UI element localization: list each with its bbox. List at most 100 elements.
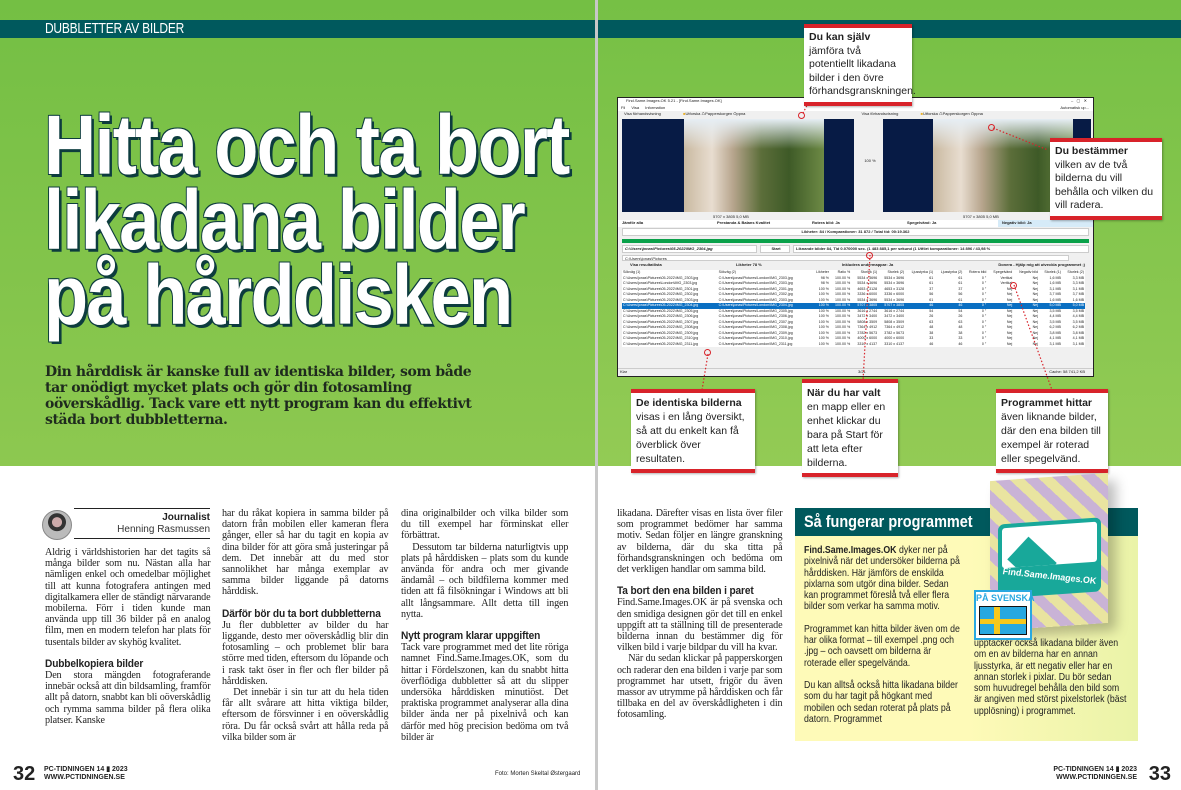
table-cell: 3,5 MB bbox=[1049, 308, 1061, 313]
preview-image bbox=[684, 119, 824, 212]
start-button[interactable]: Start bbox=[760, 245, 790, 253]
title-line: på hårddisken bbox=[44, 248, 513, 342]
column-header[interactable]: Storlek (2) bbox=[1067, 270, 1084, 274]
table-cell: 100.00 % bbox=[835, 297, 851, 302]
explore-button[interactable]: Utforska bbox=[685, 111, 701, 116]
folder-input[interactable]: C:\Users\jonas\Pictures bbox=[622, 255, 1069, 261]
table-cell: 1,6 MB bbox=[1072, 297, 1084, 302]
paragraph: likadana. Därefter visas en lista över f… bbox=[617, 507, 783, 576]
table-cell: 7364 x 4912 bbox=[884, 325, 905, 329]
open-button[interactable]: Öppna bbox=[970, 111, 983, 116]
table-cell: 37 bbox=[958, 286, 963, 291]
paragraph: Tack vare programmet med det lite röriga… bbox=[401, 641, 569, 743]
table-cell: C:\Users\jonas\Pictures\London\IMG_2303.… bbox=[718, 275, 793, 280]
mirror-dropdown[interactable]: Spegelvänd: Ja bbox=[907, 220, 937, 225]
table-cell: 100.00 % bbox=[835, 341, 851, 346]
paragraph: Aldrig i världshistorien har det tagits … bbox=[45, 546, 211, 648]
table-cell: 3,5 MB bbox=[1072, 308, 1084, 313]
table-cell: C:\Users\jonas\Pictures\London\IMG_2302.… bbox=[718, 292, 793, 296]
subheading: Därför bör du ta bort dubbletterna bbox=[222, 607, 381, 620]
column-1: Aldrig i världshistorien har det tagits … bbox=[45, 546, 211, 726]
table-cell: 1,6 MB bbox=[1049, 275, 1061, 280]
progress-bar bbox=[622, 239, 1089, 243]
open-button[interactable]: Öppna bbox=[733, 111, 746, 116]
table-cell: 46 bbox=[905, 303, 935, 309]
column-header[interactable]: Sökväg (1) bbox=[623, 270, 641, 274]
magazine-issue: PC-TIDNINGEN 14 ▮ 2023 WWW.PCTIDNINGEN.SE bbox=[1053, 766, 1137, 781]
swedish-badge: PÅ SVENSKA bbox=[974, 590, 1035, 640]
photo-credit: Foto: Morten Skeltal Østergaard bbox=[495, 771, 581, 777]
column-header[interactable]: Rotera bild bbox=[968, 270, 987, 274]
table-cell: 100.00 % bbox=[835, 325, 851, 329]
table-cell: 48 bbox=[958, 325, 963, 329]
table-cell: 6,2 MB bbox=[1072, 325, 1084, 329]
table-cell: 61 bbox=[958, 275, 963, 280]
table-cell: 100.00 % bbox=[835, 330, 851, 335]
page-number: 33 bbox=[1148, 763, 1171, 785]
table-cell: 37 bbox=[929, 286, 934, 291]
table-cell: C:\Users\jonas\Pictures\London\IMG_2309.… bbox=[718, 330, 793, 335]
table-cell: 0 ° bbox=[981, 314, 987, 318]
auto-update-button[interactable]: Automatisk up... bbox=[1060, 105, 1089, 110]
column-header[interactable]: Likheter bbox=[816, 270, 829, 274]
column-header[interactable]: Spegelvänd bbox=[993, 270, 1013, 274]
column-header[interactable]: Sökväg (2) bbox=[718, 270, 736, 274]
negative-dropdown[interactable]: Negativ bild: Ja bbox=[998, 220, 1093, 227]
preview-left[interactable] bbox=[622, 119, 854, 212]
column-header[interactable]: Storlek (2) bbox=[887, 270, 905, 274]
paragraph: Ju fler dubbletter av bilder du har ligg… bbox=[222, 618, 389, 687]
callout-marker bbox=[866, 252, 873, 259]
preview-toolbars: Visa förhandsvisning ■Utforska ♺Pappersk… bbox=[618, 111, 1093, 118]
table-cell: Nej bbox=[1006, 308, 1013, 313]
subfolders-dropdown[interactable]: Inkludera undermappar: Ja bbox=[841, 262, 894, 267]
table-cell: 100.00 % bbox=[835, 275, 851, 280]
badge-label: PÅ SVENSKA bbox=[976, 593, 1035, 603]
view-options: Visa resultatlista Likheter 78 % Inklude… bbox=[622, 262, 1089, 269]
table-cell: C:\Users\jonas\Pictures\London\IMG_2308.… bbox=[718, 325, 793, 329]
view-results-dropdown[interactable]: Visa resultatlista bbox=[630, 262, 662, 267]
trash-icon: ♺ bbox=[939, 111, 943, 116]
table-cell: 100 % bbox=[818, 297, 829, 302]
column-header[interactable]: Ljusstyrka (2) bbox=[940, 270, 963, 274]
recycle-bin-button[interactable]: Papperskorgen bbox=[942, 111, 970, 116]
table-cell: C:\Users\jonas\Pictures\05-2022\IMG_2305… bbox=[623, 308, 699, 313]
table-cell: 5534 x 3696 bbox=[884, 275, 905, 280]
show-preview-toggle[interactable]: Visa förhandsvisning bbox=[861, 111, 899, 116]
table-cell: 0 ° bbox=[981, 336, 987, 340]
paragraph: Det innebär i sin tur att du hela tiden … bbox=[222, 686, 389, 743]
menu-information[interactable]: Information bbox=[645, 105, 666, 110]
column-header[interactable]: Negativ bild bbox=[1019, 270, 1038, 274]
author-avatar bbox=[42, 510, 72, 540]
table-cell: 3,3 MB bbox=[1072, 281, 1084, 285]
folio: PC-TIDNINGEN 14 ▮ 2023 WWW.PCTIDNINGEN.SE… bbox=[1031, 763, 1171, 787]
path-row: C:\Users\jonas\Pictures\05-2022\IMG_2304… bbox=[622, 245, 1089, 253]
recycle-bin-button[interactable]: Papperskorgen bbox=[705, 111, 733, 116]
column-header[interactable]: Ljusstyrka (1) bbox=[911, 270, 934, 274]
rotate-dropdown[interactable]: Rotera bild: Ja bbox=[812, 220, 840, 225]
table-cell: 3,5 MB bbox=[1049, 319, 1061, 324]
compare-options: Jämför alla Prestanda & Balans Kvalitet … bbox=[618, 220, 1093, 227]
show-preview-toggle[interactable]: Visa förhandsvisning bbox=[624, 111, 661, 116]
table-cell: 4,1 MB bbox=[1049, 336, 1061, 340]
callout-marker bbox=[704, 349, 711, 356]
donate-button[interactable]: Donera - Hjälp mig att utveckla programm… bbox=[998, 262, 1085, 267]
table-cell: Nej bbox=[1032, 281, 1038, 285]
table-row[interactable]: C:\Users\jonas\Pictures\05-2022\IMG_2311… bbox=[622, 342, 1085, 348]
table-row[interactable]: C:\Users\jonas\Pictures\London\IMG_2303.… bbox=[622, 281, 1085, 287]
explore-button[interactable]: Utforska bbox=[923, 111, 938, 116]
table-cell: 98 % bbox=[820, 281, 829, 285]
quality-dropdown[interactable]: Prestanda & Balans Kvalitet bbox=[717, 220, 771, 225]
paragraph: Den stora mängden fotograferande innebär… bbox=[45, 669, 211, 726]
menu-file[interactable]: Fil bbox=[621, 105, 626, 110]
column-header[interactable]: Ratio % bbox=[837, 270, 851, 274]
column-header[interactable]: Storlek (1) bbox=[1044, 270, 1061, 274]
table-cell: 3310 x 4137 bbox=[884, 341, 905, 346]
similarity-dropdown[interactable]: Likheter 78 % bbox=[735, 262, 762, 267]
header-background bbox=[0, 0, 595, 466]
menu-view[interactable]: Visa bbox=[631, 105, 640, 110]
compare-all-dropdown[interactable]: Jämför alla bbox=[622, 220, 644, 225]
table-cell: C:\Users\jonas\Pictures\05-2022\IMG_2310… bbox=[623, 336, 699, 340]
table-cell: 61 bbox=[958, 297, 963, 302]
table-cell: Nej bbox=[1006, 286, 1013, 291]
magazine-url: WWW.PCTIDNINGEN.SE bbox=[1056, 774, 1137, 781]
